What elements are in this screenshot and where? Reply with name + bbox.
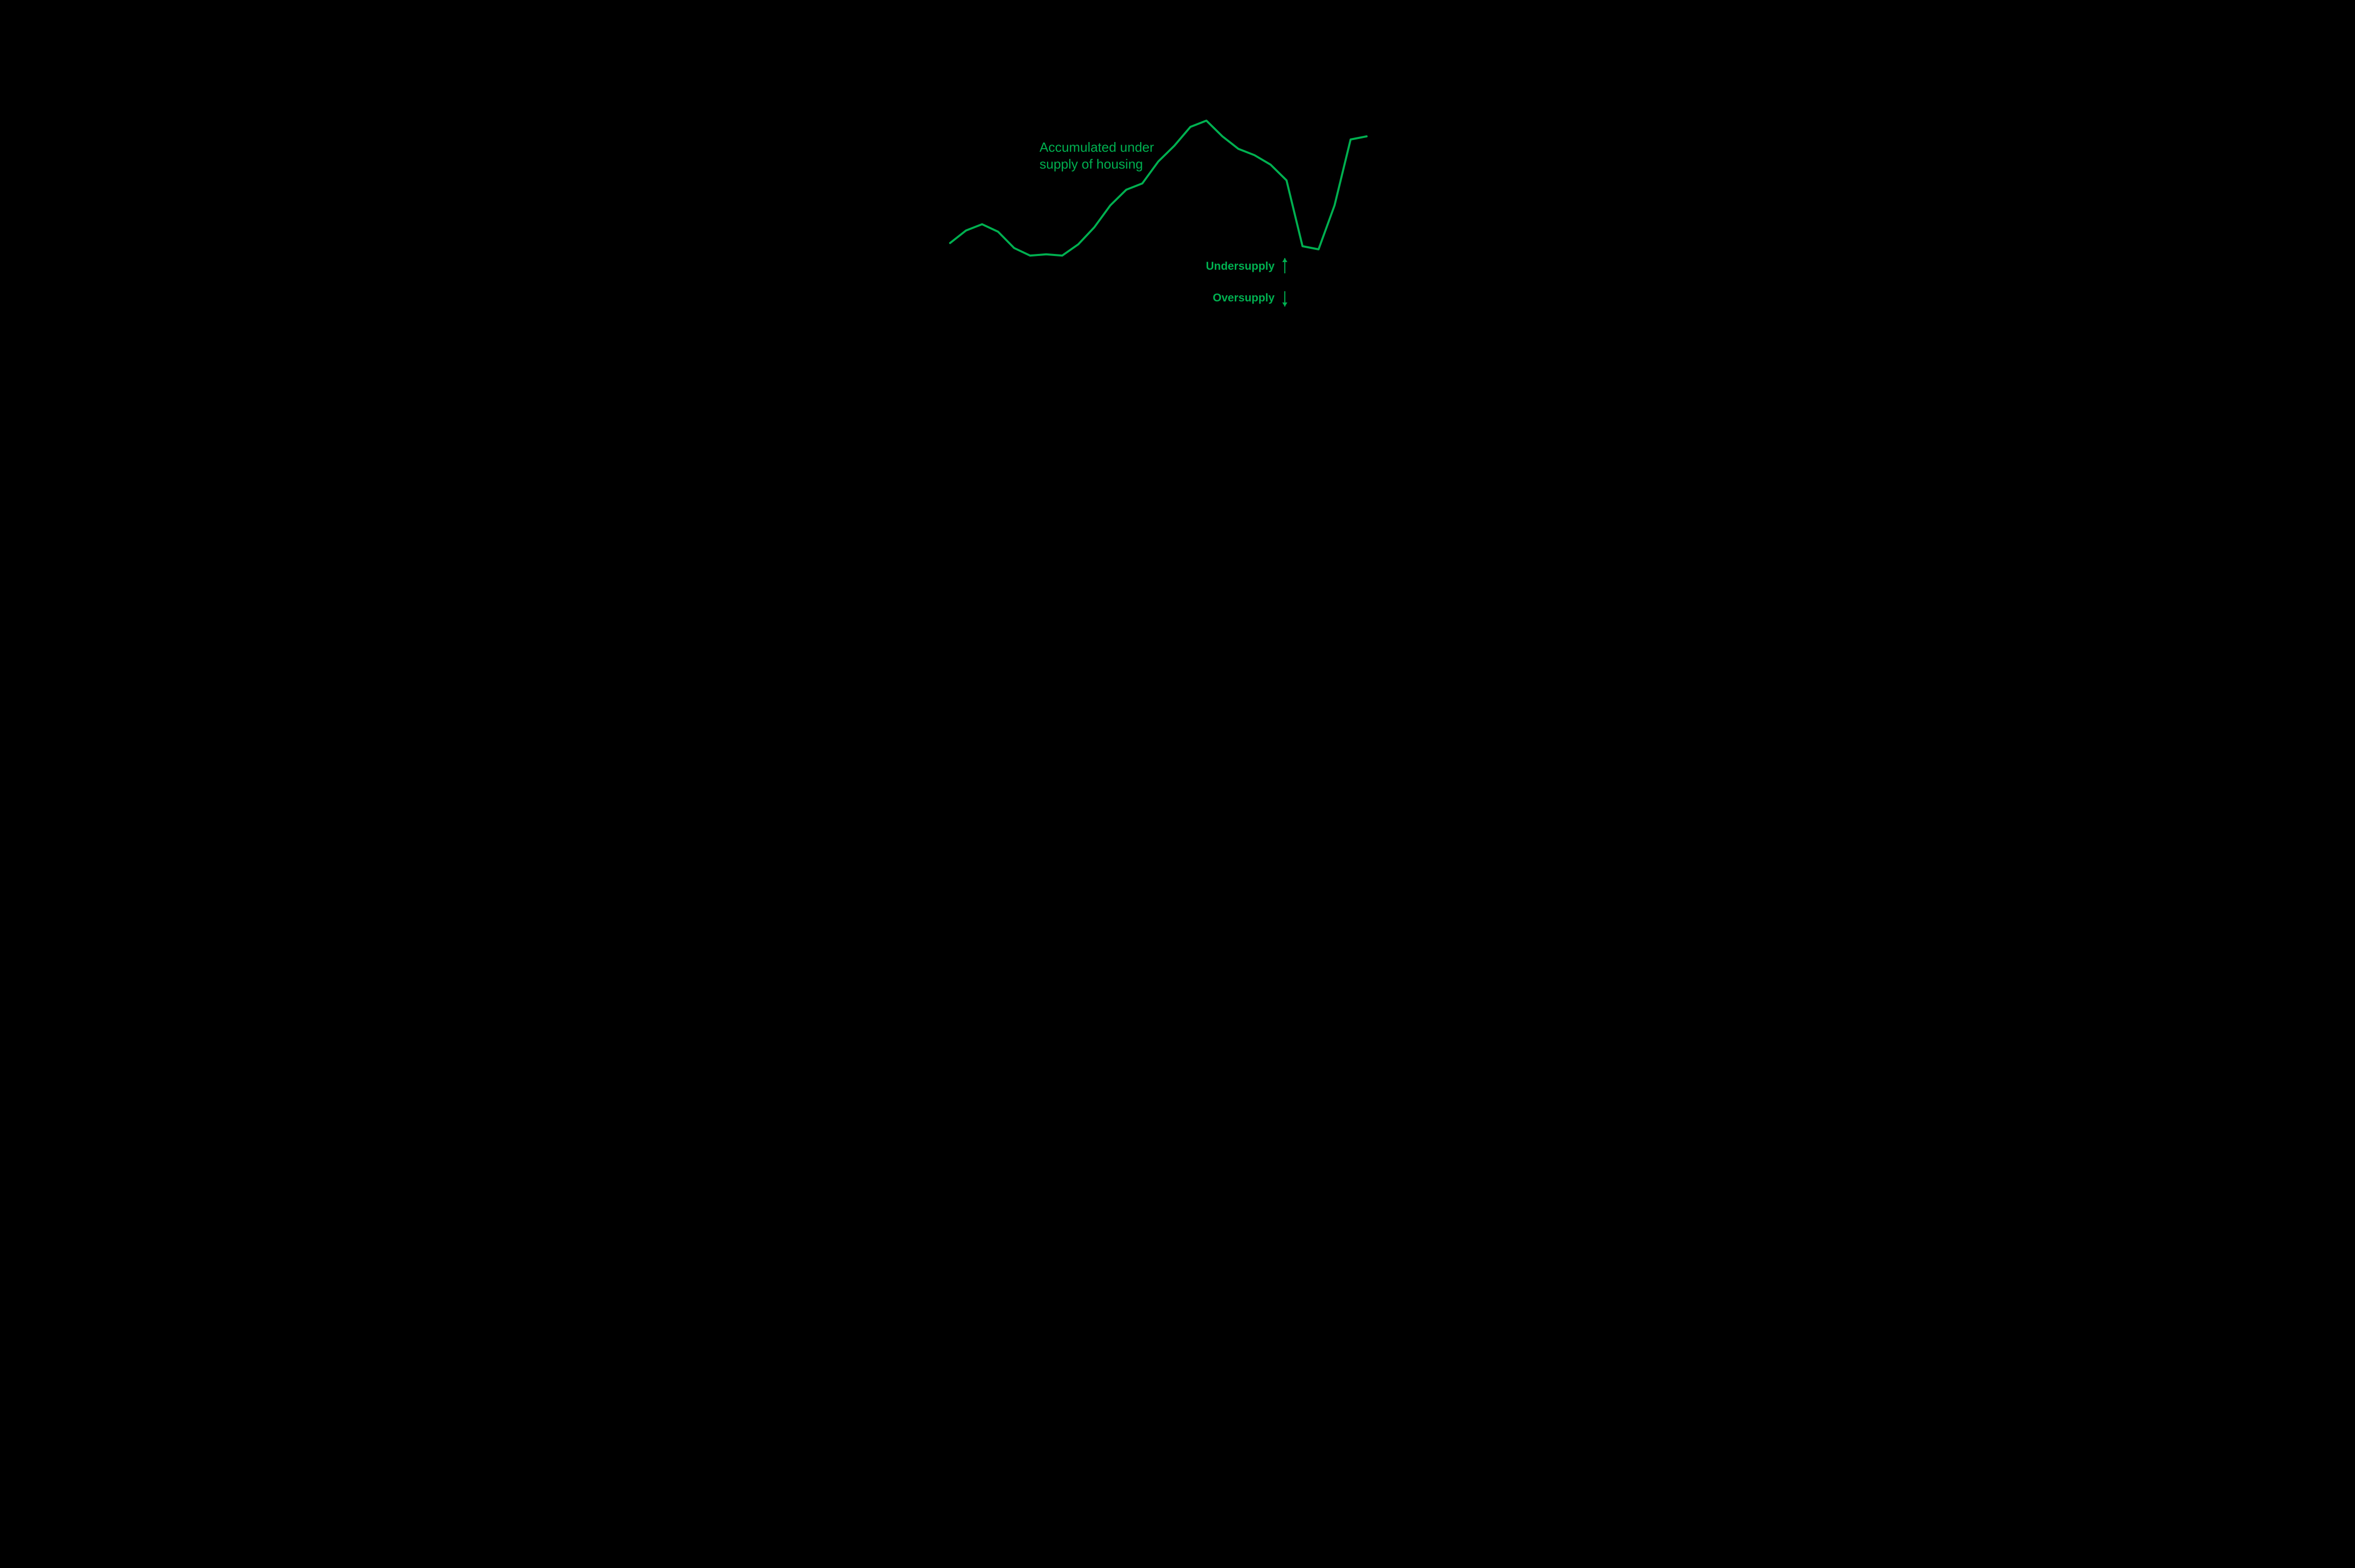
line-chart-svg [825,0,1530,470]
series-line [950,121,1367,255]
undersupply-arrow-icon [1282,258,1287,273]
annotation-oversupply-label: Oversupply [1213,291,1275,305]
annotation-accumulated-undersupply: Accumulated under supply of housing [1040,139,1154,172]
chart-stage: Accumulated under supply of housing Unde… [825,0,1530,470]
annotation-undersupply-label: Undersupply [1206,260,1275,273]
oversupply-arrow-icon [1282,291,1287,307]
